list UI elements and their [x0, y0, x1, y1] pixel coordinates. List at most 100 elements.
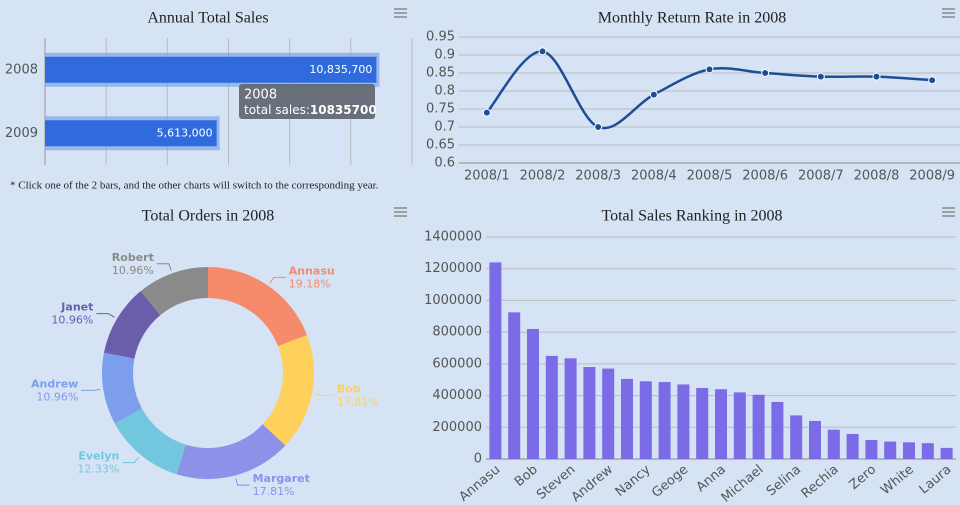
point [482, 108, 491, 117]
bar [884, 441, 897, 459]
slice-label: Bob [337, 382, 361, 395]
leader-line [235, 478, 250, 486]
bar [45, 120, 217, 147]
x-tick-label: 2008/3 [575, 169, 621, 184]
slice-value-label: 17.81% [337, 395, 379, 408]
slice [262, 335, 314, 446]
slice [208, 267, 307, 347]
slice-value-label: 17.81% [253, 485, 295, 498]
point [649, 90, 658, 99]
tooltip-value: 10835700 [310, 103, 377, 117]
y-tick-label: 2008 [5, 62, 38, 77]
bar [45, 56, 377, 83]
x-tick-label: 2008/8 [854, 169, 900, 184]
chart-title: Monthly Return Rate in 2008 [598, 10, 786, 27]
leader-line [314, 393, 334, 396]
bar [903, 442, 915, 459]
y-tick-label: 1000000 [424, 293, 482, 308]
bar [865, 439, 878, 459]
slice-label: Margaret [253, 472, 310, 485]
chart-title: Total Orders in 2008 [142, 208, 275, 225]
tooltip-title: 2008 [244, 88, 277, 103]
y-tick-label: 0.85 [426, 66, 455, 81]
x-tick-label: 2008/7 [798, 169, 844, 184]
leader-line [269, 276, 286, 284]
menu-icon[interactable] [942, 207, 955, 217]
slice-value-label: 19.18% [289, 277, 331, 290]
slice [140, 267, 208, 316]
y-tick-label: 1400000 [424, 230, 482, 245]
tooltip-box [239, 84, 375, 119]
menu-icon[interactable] [394, 207, 407, 217]
point [816, 72, 825, 81]
point [761, 69, 770, 77]
x-tick-label: 2008/4 [631, 169, 677, 184]
bar [583, 367, 596, 459]
leader-line [156, 263, 172, 271]
bar [752, 394, 765, 459]
leader-line [96, 313, 115, 318]
x-tick-label: 2008/6 [742, 169, 788, 184]
bar [846, 433, 859, 459]
slice-label: Janet [60, 301, 93, 314]
y-tick-label: 0.75 [426, 102, 455, 117]
y-tick-label: 0.65 [426, 138, 455, 153]
slice-label: Evelyn [78, 450, 119, 463]
y-tick-label: 0.9 [434, 48, 455, 63]
bar [827, 429, 840, 459]
leader-line [81, 388, 101, 391]
point [594, 123, 603, 131]
bar [527, 328, 539, 459]
menu-icon[interactable] [942, 8, 955, 18]
bar [921, 443, 934, 459]
slice [101, 352, 142, 424]
y-tick-label: 200000 [432, 420, 482, 435]
slice-value-label: 10.96% [36, 390, 78, 403]
bar [658, 382, 671, 459]
y-tick-label: 0.7 [434, 120, 455, 135]
slice-value-label: 10.96% [112, 264, 154, 277]
slice [114, 408, 186, 475]
slice [176, 424, 286, 479]
bar [790, 415, 803, 459]
bar [639, 381, 652, 459]
bar [940, 447, 953, 459]
line [485, 50, 933, 130]
bar [564, 358, 577, 459]
point [705, 65, 714, 74]
leader-line [122, 456, 140, 464]
x-tick-label: 2008/9 [909, 169, 955, 184]
menu-icon[interactable] [394, 8, 407, 18]
bar [733, 392, 746, 459]
y-tick-label: 0 [474, 452, 482, 467]
bar [715, 389, 727, 459]
x-tick-label: 2008/1 [464, 169, 510, 184]
point [928, 76, 937, 85]
bar [696, 387, 709, 459]
bar [489, 262, 502, 459]
y-tick-label: 400000 [432, 388, 482, 403]
bar [771, 401, 784, 459]
bar [545, 355, 558, 459]
slice-label: Annasu [289, 264, 335, 277]
y-tick-label: 800000 [432, 325, 482, 340]
tooltip-text: total sales:10835700 [244, 103, 377, 117]
tooltip-label: total sales: [244, 103, 310, 117]
note: * Click one of the 2 bars, and the other… [10, 180, 379, 192]
chart-title: Total Sales Ranking in 2008 [601, 208, 782, 225]
y-tick-label: 1200000 [424, 261, 482, 276]
bar [508, 312, 521, 459]
slice-label: Robert [112, 251, 154, 264]
x-tick-label: 2008/2 [520, 169, 566, 184]
slice-value-label: 10.96% [51, 314, 93, 327]
x-tick-label: 2008/5 [687, 169, 733, 184]
slice [103, 291, 161, 359]
point [538, 47, 547, 56]
y-tick-label: 600000 [432, 356, 482, 371]
bar [602, 368, 615, 459]
point [872, 72, 881, 81]
slice-label: Andrew [31, 377, 78, 390]
slice-value-label: 12.33% [77, 463, 119, 476]
